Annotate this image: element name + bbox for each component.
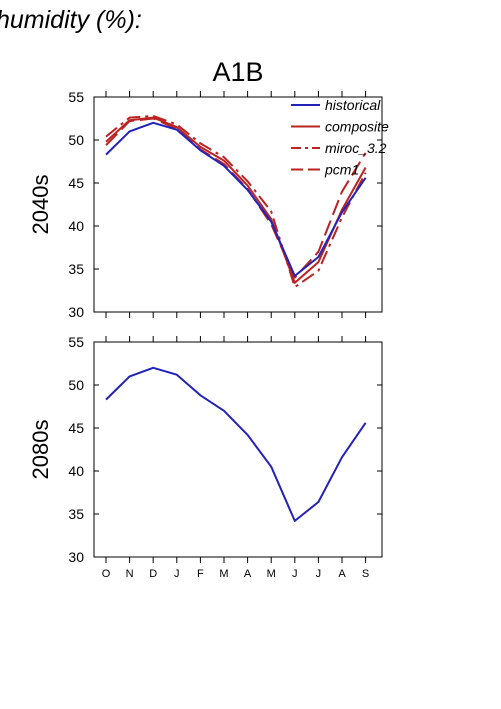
x-tick-label: M (219, 568, 228, 580)
y-tick-label: 40 (68, 463, 84, 479)
x-tick-label: J (316, 568, 322, 580)
x-tick-label: J (174, 568, 180, 580)
legend-label: composite (325, 119, 389, 135)
y-tick-label: 55 (68, 334, 84, 350)
row-label: 2040s (28, 175, 53, 235)
y-tick-label: 50 (68, 377, 84, 393)
chart-panel-1: 30 35 40 45 50 55 A1B 2040s historical composite m… (28, 57, 389, 320)
legend: historical composite miroc_3.2 pcm1 (291, 97, 389, 178)
y-tick-label: 55 (68, 89, 84, 105)
legend-label: pcm1 (324, 162, 359, 178)
chart-panels: 30 35 40 45 50 55 A1B 2040s historical composite m… (28, 57, 389, 580)
x-tick-label: A (244, 568, 252, 580)
series-line-miroc-3-2 (105, 114, 367, 289)
x-tick-label: A (338, 568, 346, 580)
y-tick-label: 40 (68, 218, 84, 234)
x-tick-label: F (197, 568, 204, 580)
x-tick-label: D (149, 568, 157, 580)
figure-heading: humidity (%): (0, 6, 142, 34)
series-line-historical (105, 121, 367, 277)
x-tick-label: M (267, 568, 276, 580)
legend-label: miroc_3.2 (325, 140, 387, 156)
y-tick-label: 35 (68, 506, 84, 522)
x-tick-label: O (102, 568, 111, 580)
y-tick-label: 50 (68, 132, 84, 148)
x-tick-label: N (126, 568, 134, 580)
y-tick-label: 45 (68, 420, 84, 436)
x-tick-label: J (292, 568, 298, 580)
x-tick-label: S (362, 568, 369, 580)
series-line-historical (105, 366, 367, 522)
row-label: 2080s (28, 420, 53, 480)
plot-frame (93, 341, 383, 558)
legend-label: historical (325, 97, 381, 113)
y-tick-label: 30 (68, 304, 84, 320)
y-tick-label: 30 (68, 549, 84, 565)
y-tick-label: 35 (68, 261, 84, 277)
panel-title: A1B (212, 57, 263, 87)
chart-panel-2: 30 35 40 45 50 55 O N D J F M A M J J A S 2080s (28, 334, 383, 580)
y-tick-label: 45 (68, 175, 84, 191)
plot-frame (93, 96, 383, 313)
